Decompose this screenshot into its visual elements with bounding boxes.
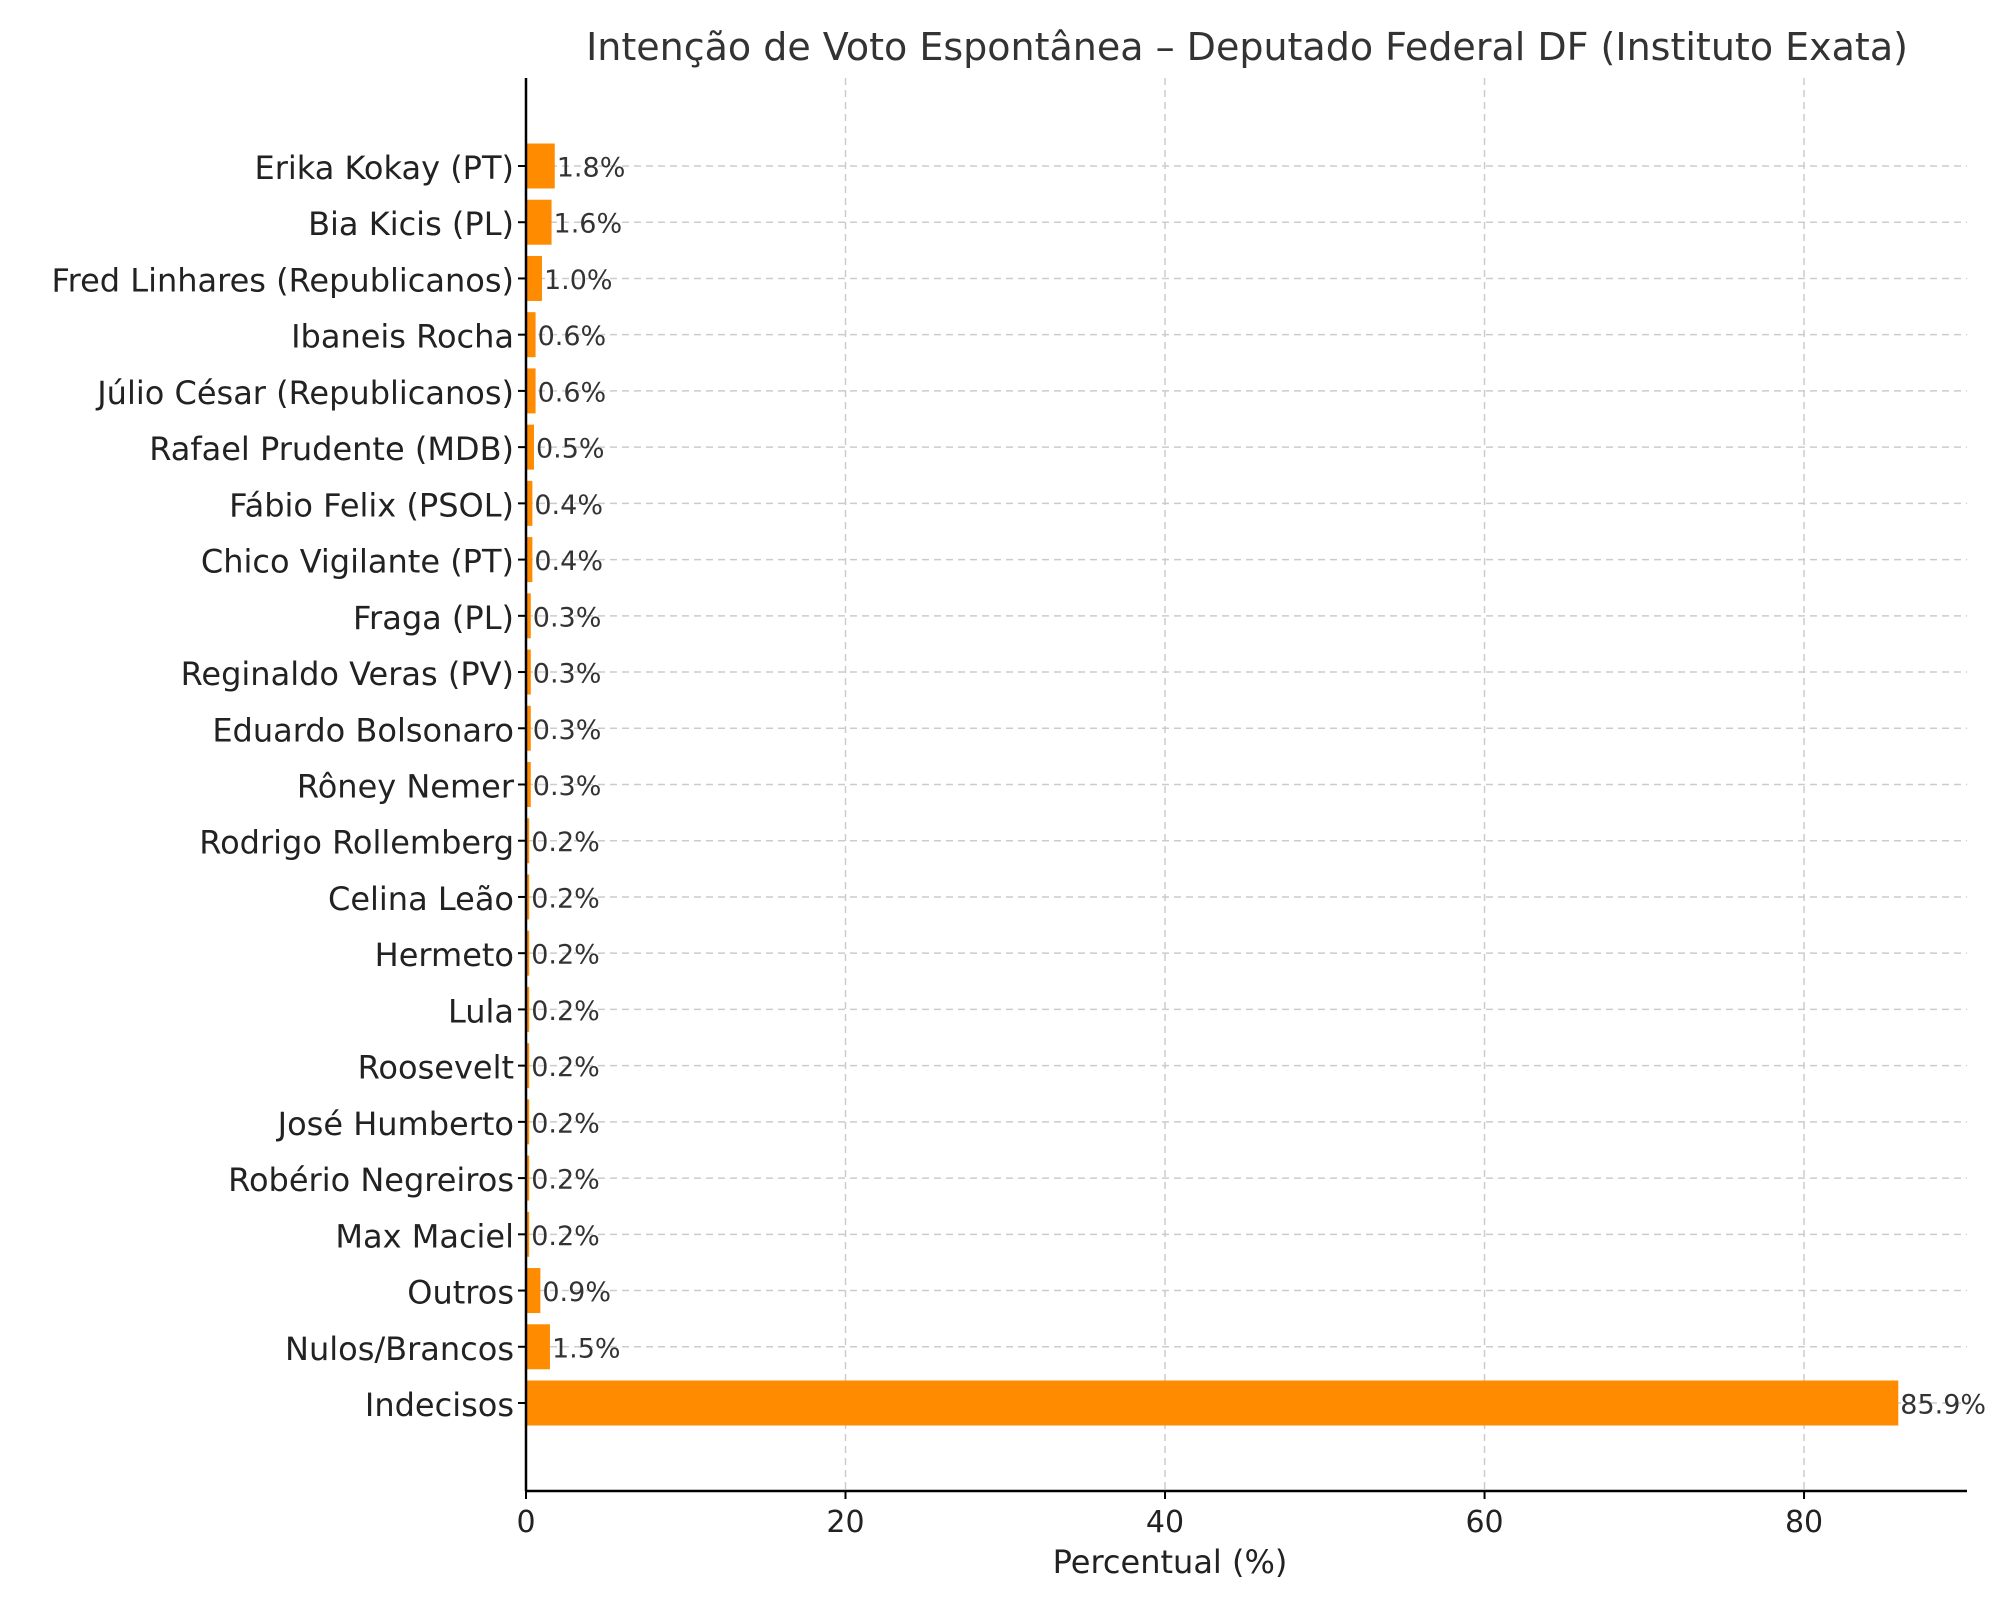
bar xyxy=(526,705,531,751)
bar-value-label: 0.4% xyxy=(534,546,603,577)
bar-value-label: 0.2% xyxy=(531,940,600,971)
bar xyxy=(526,1043,530,1089)
bar xyxy=(526,143,555,189)
bar-value-label: 0.4% xyxy=(534,490,603,521)
bar xyxy=(526,255,542,301)
x-tick-label: 40 xyxy=(1146,1505,1184,1540)
category-label: Hermeto xyxy=(375,936,514,974)
category-label: Indecisos xyxy=(365,1386,514,1424)
bar-value-label: 1.6% xyxy=(554,209,623,240)
bar xyxy=(526,649,531,695)
category-label: Eduardo Bolsonaro xyxy=(212,711,514,749)
bars-layer xyxy=(526,143,1899,1426)
bar-value-label: 0.3% xyxy=(533,659,602,690)
chart-title: Intenção de Voto Espontânea – Deputado F… xyxy=(586,25,1908,69)
bar-value-label: 0.9% xyxy=(542,1277,611,1308)
category-label: Outros xyxy=(407,1274,514,1312)
bar xyxy=(526,593,531,639)
bar xyxy=(526,1324,550,1370)
x-tick-label: 60 xyxy=(1465,1505,1503,1540)
bar-value-label: 0.2% xyxy=(531,1165,600,1196)
category-label: Max Maciel xyxy=(335,1217,514,1255)
bar-value-label: 0.3% xyxy=(533,771,602,802)
category-label: Rôney Nemer xyxy=(297,768,515,806)
category-label: Fraga (PL) xyxy=(353,599,514,637)
bar-value-label: 0.2% xyxy=(531,1108,600,1139)
category-label: Chico Vigilante (PT) xyxy=(201,543,514,581)
category-label: Rodrigo Rollemberg xyxy=(199,824,514,862)
bar-value-label: 0.2% xyxy=(531,1052,600,1083)
bar xyxy=(526,199,552,245)
bar xyxy=(526,1211,530,1257)
bar-value-label: 0.2% xyxy=(531,1221,600,1252)
bar xyxy=(526,930,530,976)
bar xyxy=(526,762,531,807)
bar-value-label: 1.5% xyxy=(552,1333,621,1364)
category-label: Ibaneis Rocha xyxy=(291,318,514,356)
bar xyxy=(526,537,533,583)
bar xyxy=(526,368,536,414)
bar-value-label: 0.2% xyxy=(531,827,600,858)
bar-value-label: 0.2% xyxy=(531,996,600,1027)
category-label: Celina Leão xyxy=(328,880,514,918)
axes-layer: 0 20 40 60 80 xyxy=(516,78,1967,1540)
bar-value-label: 85.9% xyxy=(1900,1390,1986,1421)
x-tick-label: 20 xyxy=(826,1505,864,1540)
grid-layer xyxy=(526,78,1967,1491)
category-label: Bia Kicis (PL) xyxy=(308,205,514,243)
x-tick-label: 80 xyxy=(1785,1505,1823,1540)
category-label: Júlio César (Republicanos) xyxy=(95,374,514,412)
category-label: Erika Kokay (PT) xyxy=(255,149,514,187)
bar xyxy=(526,312,536,358)
bar-value-label: 0.3% xyxy=(533,602,602,633)
bar xyxy=(526,874,530,920)
bar-value-label: 1.8% xyxy=(557,153,626,184)
bar xyxy=(526,1268,541,1314)
category-label: Reginaldo Veras (PV) xyxy=(181,655,514,693)
bar xyxy=(526,480,533,526)
category-label: Nulos/Brancos xyxy=(285,1330,514,1368)
bar xyxy=(526,986,530,1032)
category-label: Rafael Prudente (MDB) xyxy=(149,430,514,468)
category-label: Fábio Felix (PSOL) xyxy=(229,486,514,524)
labels-layer: 1.8% Erika Kokay (PT) 1.6% Bia Kicis (PL) 1.… xyxy=(52,149,1987,1424)
bar-value-label: 0.6% xyxy=(538,321,607,352)
bar-value-label: 1.0% xyxy=(544,265,613,296)
bar-value-label: 0.5% xyxy=(536,434,605,465)
x-tick-label: 0 xyxy=(516,1505,535,1540)
bar-value-label: 0.6% xyxy=(538,377,607,408)
bar xyxy=(526,424,534,470)
category-label: Fred Linhares (Republicanos) xyxy=(52,261,514,299)
x-axis-label: Percentual (%) xyxy=(1053,1543,1288,1581)
bar-value-label: 0.3% xyxy=(533,715,602,746)
bar xyxy=(526,1099,530,1145)
category-label: Robério Negreiros xyxy=(228,1161,514,1199)
bar xyxy=(526,818,530,864)
category-label: Roosevelt xyxy=(358,1049,514,1087)
bar xyxy=(526,1380,1899,1426)
bar xyxy=(526,1155,530,1201)
category-label: Lula xyxy=(448,992,514,1030)
category-label: José Humberto xyxy=(276,1105,514,1143)
bar-value-label: 0.2% xyxy=(531,883,600,914)
